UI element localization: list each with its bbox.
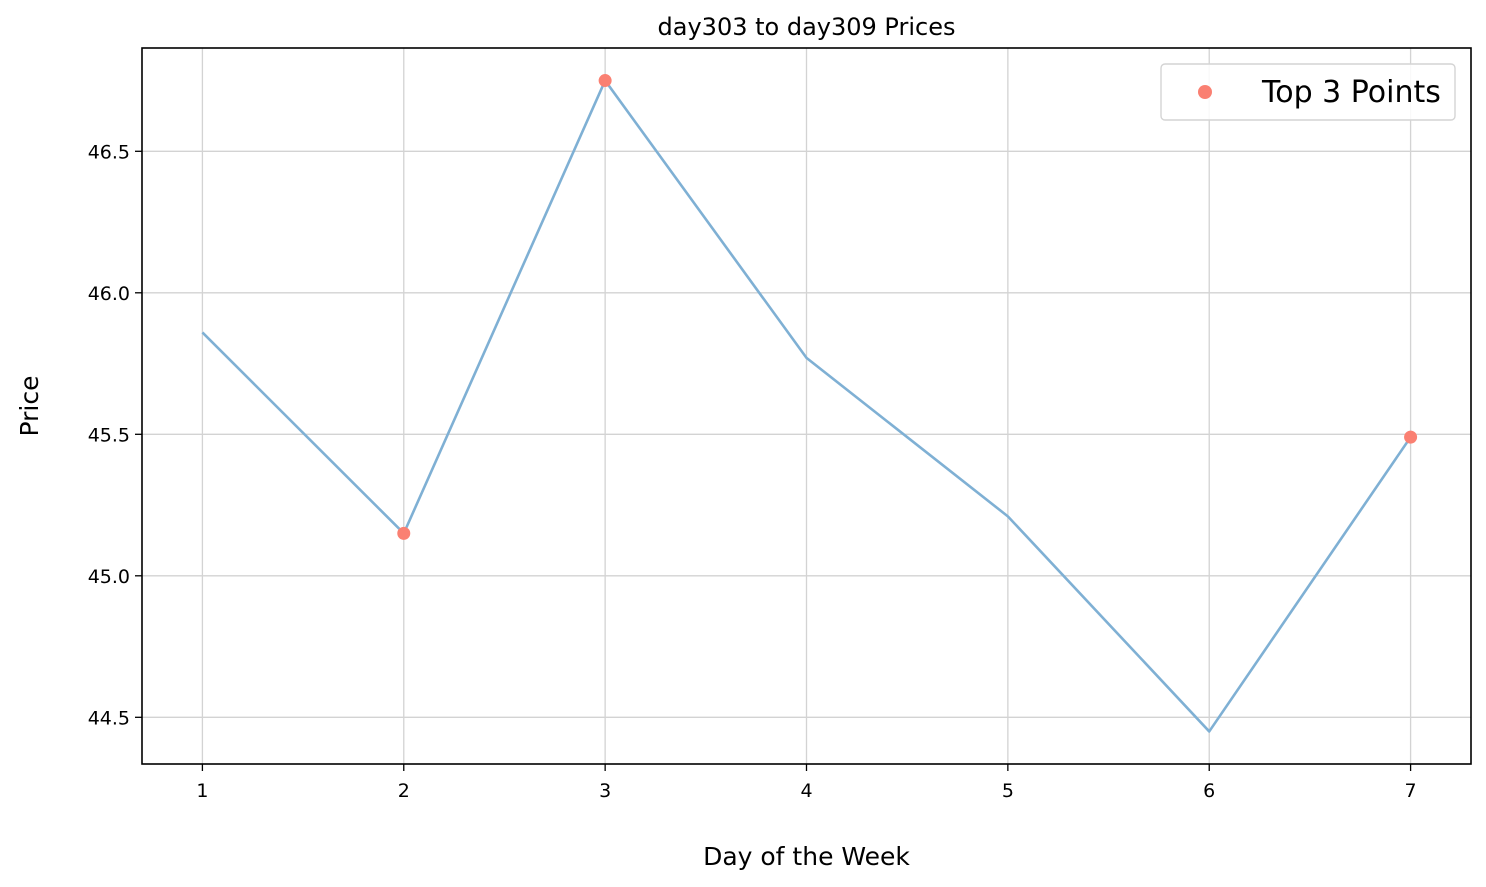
top-point-marker [1404,430,1418,444]
top-point-marker [598,74,612,88]
x-tick-label: 5 [1002,780,1014,802]
legend: Top 3 Points [1160,63,1456,121]
x-tick-label: 1 [196,780,208,802]
top-point-marker [397,526,411,540]
y-tick-label: 46.0 [88,283,130,305]
chart-title: day303 to day309 Prices [658,13,956,41]
x-tick-label: 4 [800,780,812,802]
legend-marker-top-3-points [1198,85,1212,99]
y-tick-label: 45.5 [88,424,130,446]
y-axis-label: Price [15,376,44,437]
x-tick-label: 3 [599,780,611,802]
x-tick-label: 7 [1405,780,1417,802]
grid-lines [142,48,1471,764]
series-layer [201,74,1418,733]
x-tick-label: 2 [398,780,410,802]
y-tick-label: 45.0 [88,566,130,588]
x-tick-label: 6 [1203,780,1215,802]
legend-box [1160,63,1456,121]
axis-ticks: 1 2 3 4 5 6 7 44.5 45.0 45.5 46.0 46.5 [88,141,1417,802]
legend-label: Top 3 Points [1261,75,1441,110]
y-tick-label: 46.5 [88,141,130,163]
x-axis-label: Day of the Week [703,842,910,871]
y-tick-label: 44.5 [88,707,130,729]
